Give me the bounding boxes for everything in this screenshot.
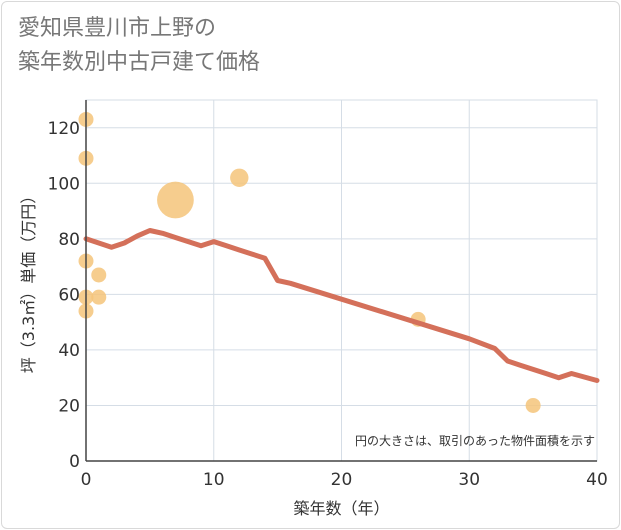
chart-title-line2: 築年数別中古戸建て価格 xyxy=(18,50,261,75)
x-tick-label: 40 xyxy=(586,470,608,490)
y-tick-label: 40 xyxy=(58,341,80,361)
trend-line xyxy=(83,228,600,383)
chart-title-line1: 愛知県豊川市上野の xyxy=(18,16,217,41)
x-tick-labels: 0 10 20 30 40 xyxy=(81,470,608,490)
y-tick-label: 100 xyxy=(48,174,80,194)
x-tick-label: 0 xyxy=(81,470,92,490)
y-tick-label: 80 xyxy=(58,230,80,250)
y-tick-labels: 0 20 40 60 80 100 120 xyxy=(48,119,80,472)
x-tick-label: 30 xyxy=(458,470,480,490)
y-axis-label: 坪（3.3㎡）単価（万円） xyxy=(19,188,38,373)
data-point xyxy=(91,267,107,283)
data-point xyxy=(230,168,249,187)
y-tick-label: 0 xyxy=(69,452,80,472)
x-tick-label: 10 xyxy=(203,470,225,490)
y-tick-label: 60 xyxy=(58,285,80,305)
x-tick-label: 20 xyxy=(331,470,353,490)
size-legend-note: 円の大きさは、取引のあった物件面積を示す xyxy=(355,433,595,448)
data-point xyxy=(157,181,194,219)
chart-title: 愛知県豊川市上野の 築年数別中古戸建て価格 xyxy=(18,12,260,80)
axes xyxy=(85,100,597,462)
grid-lines xyxy=(85,99,598,462)
bubble-series xyxy=(78,111,541,413)
y-tick-label: 20 xyxy=(58,396,80,416)
data-point xyxy=(525,397,541,413)
data-point xyxy=(91,289,107,305)
y-tick-label: 120 xyxy=(48,119,80,139)
x-axis-label: 築年数（年） xyxy=(293,499,389,518)
